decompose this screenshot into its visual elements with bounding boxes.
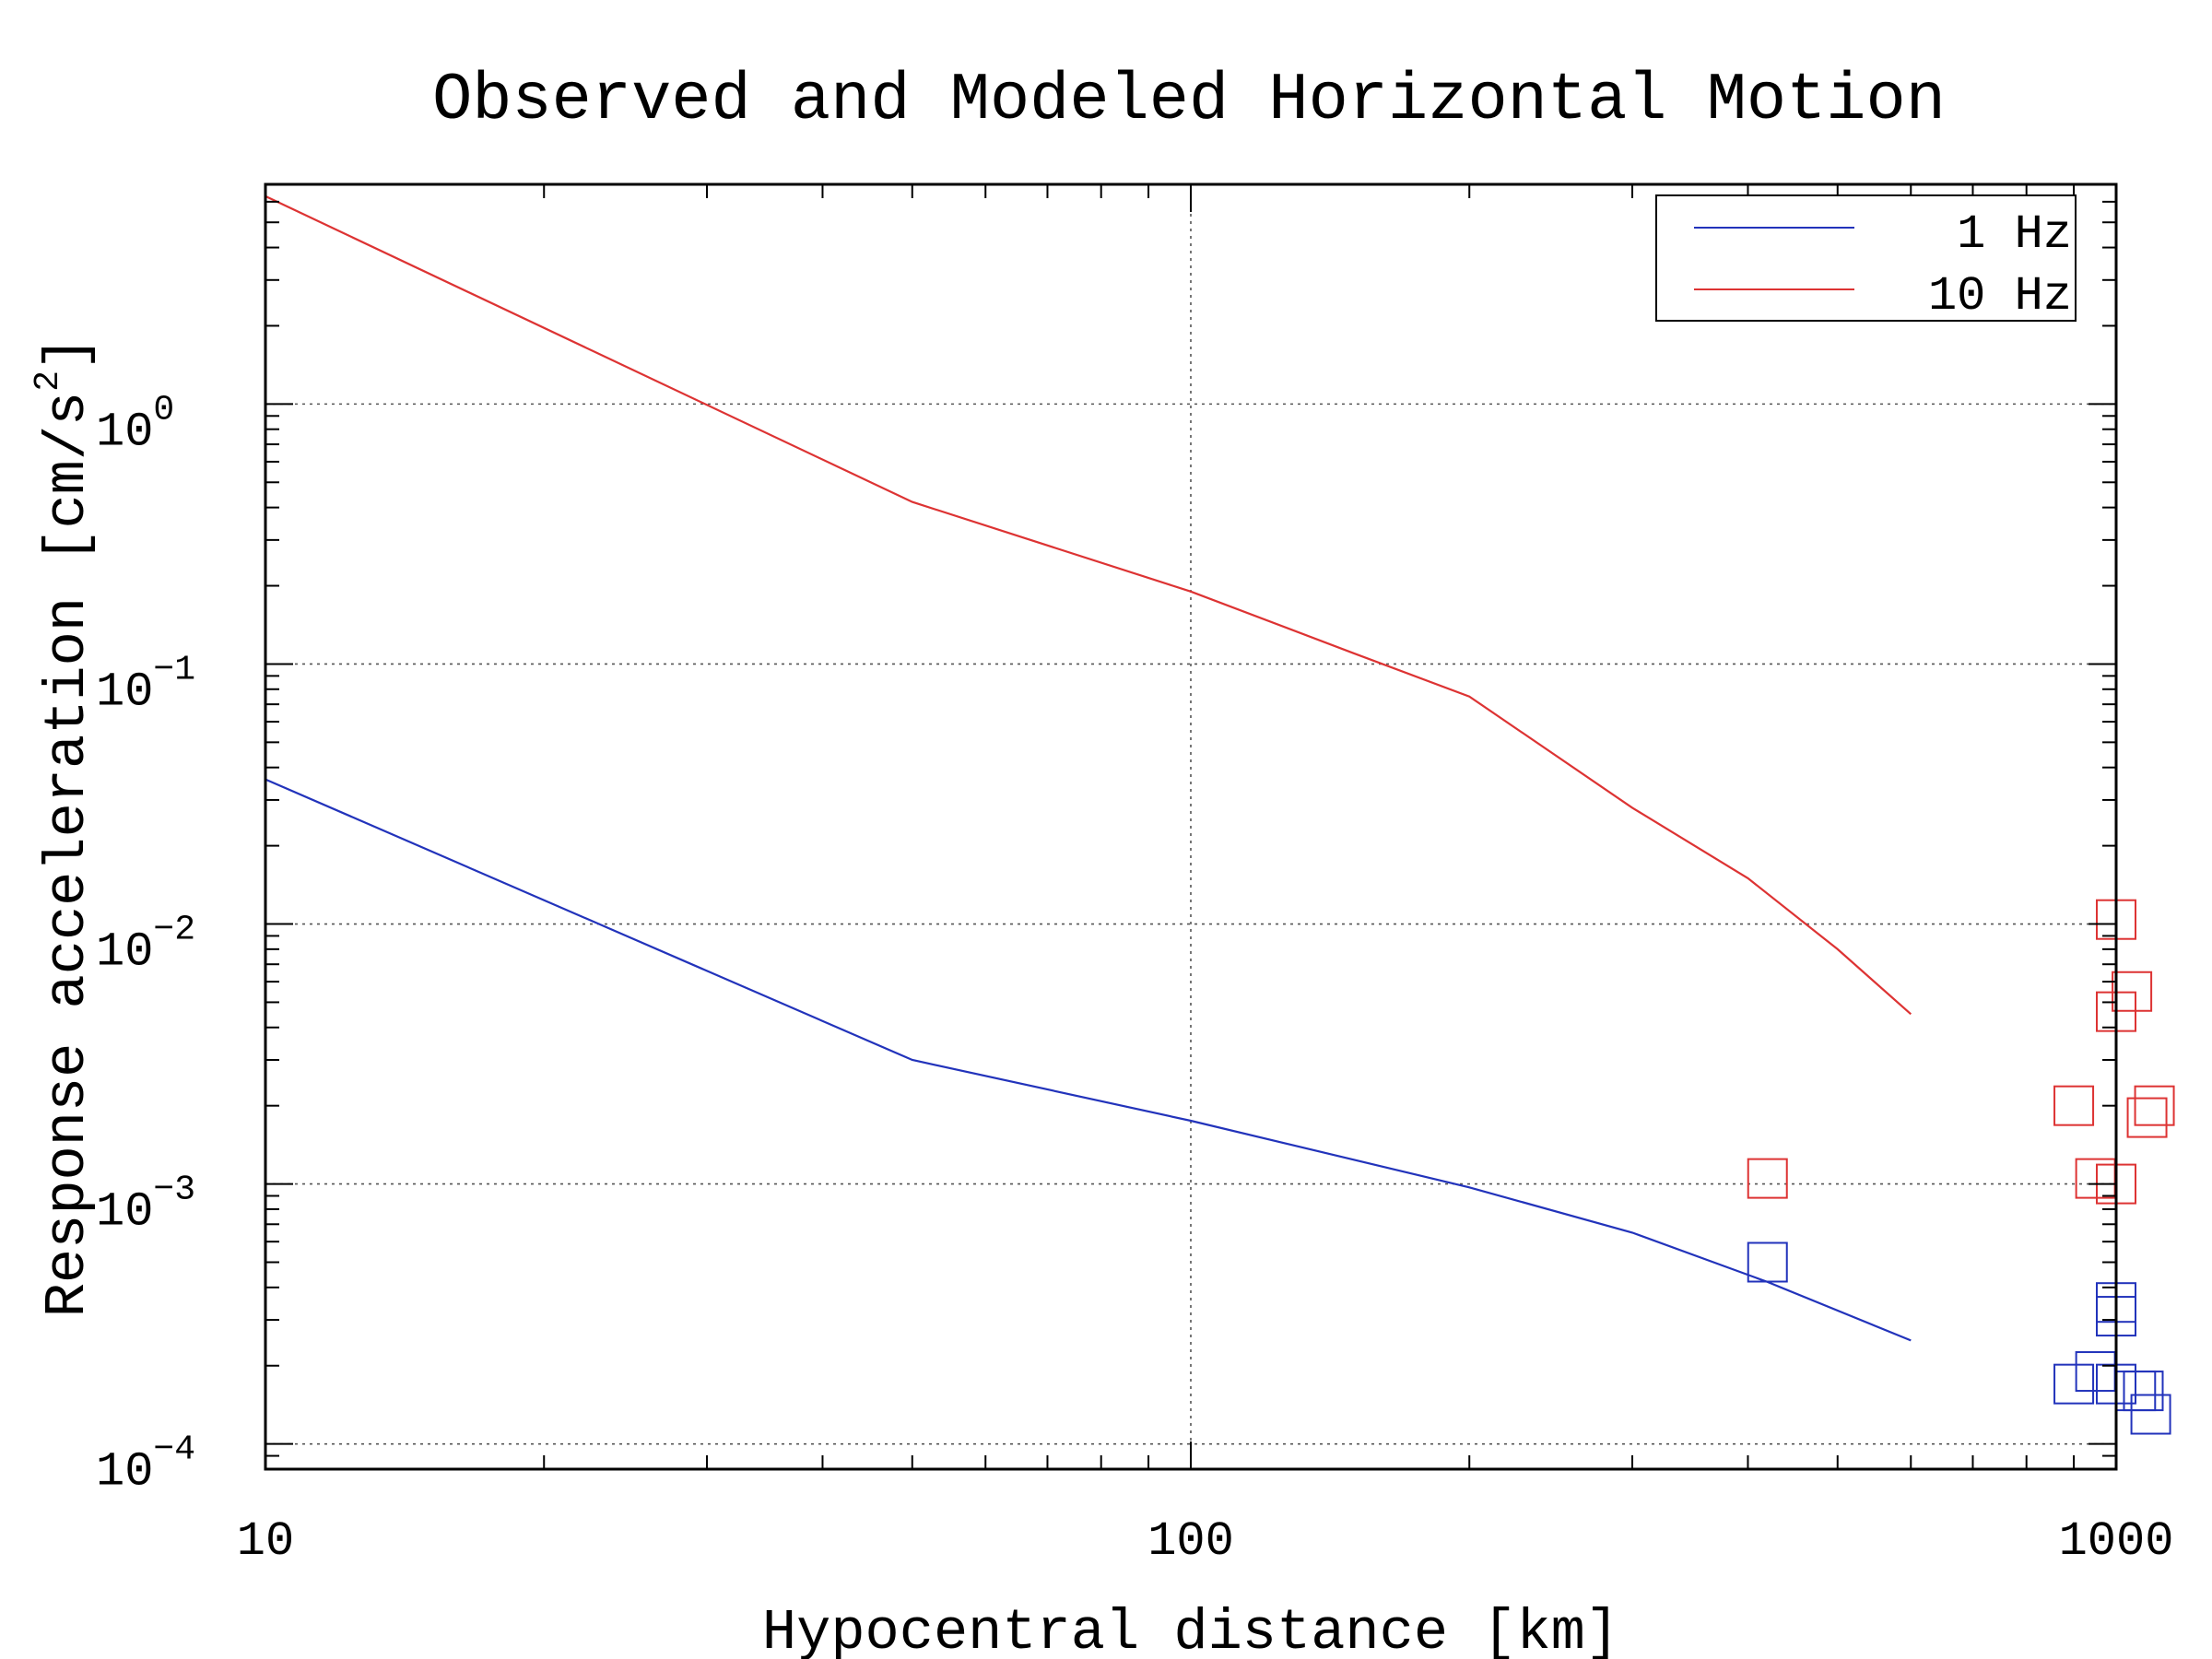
y-axis-label-close: ] (35, 336, 100, 371)
y-tick-label: 10−4 (96, 1430, 195, 1500)
plot-frame (264, 182, 2118, 1471)
legend-box (1655, 194, 2077, 322)
model-line-1hz (265, 778, 1912, 1342)
y-tick-label-exponent: −1 (153, 650, 195, 689)
y-tick-label-exponent: −3 (153, 1171, 195, 1210)
y-tick-label-base: 10 (96, 1445, 153, 1500)
y-tick-label: 10−1 (96, 650, 195, 719)
series-layer (265, 194, 2175, 1435)
y-tick-label: 10−3 (96, 1171, 195, 1240)
x-tick-labels: 10 100 1000 (237, 1514, 2174, 1569)
chart-title: Observed and Modeled Horizontal Motion (432, 63, 1946, 138)
observed-marker-1hz (2123, 1371, 2164, 1412)
x-tick-label: 1000 (2059, 1514, 2174, 1569)
x-axis-label: Hypocentral distance [km] (762, 1600, 1619, 1659)
ticks-layer (265, 183, 2117, 1470)
legend-label-1hz: 1 Hz (1957, 207, 2072, 262)
observed-marker-10hz (2053, 1085, 2095, 1126)
y-tick-label-exponent: 0 (153, 390, 174, 429)
y-tick-label: 100 (96, 390, 174, 459)
observed-marker-10hz (2112, 971, 2153, 1012)
observed-marker-1hz (2053, 1363, 2095, 1405)
y-tick-label: 10−2 (96, 911, 195, 980)
observed-marker-10hz (1747, 1158, 1788, 1199)
y-tick-label-exponent: −4 (153, 1430, 195, 1470)
grid-layer (265, 184, 2116, 1469)
observed-marker-1hz (2130, 1394, 2171, 1435)
y-axis-label-base: Response acceleration [cm/s (35, 392, 100, 1318)
y-tick-label-base: 10 (96, 665, 153, 719)
observed-marker-1hz (1747, 1241, 1788, 1283)
observed-marker-10hz (2126, 1097, 2168, 1138)
y-tick-label-exponent: −2 (153, 911, 195, 950)
y-tick-label-base: 10 (96, 925, 153, 980)
y-axis-label-superscript: 2 (29, 371, 68, 392)
x-tick-label: 100 (1147, 1514, 1234, 1569)
y-tick-label-base: 10 (96, 1185, 153, 1240)
observed-marker-1hz (2075, 1351, 2116, 1393)
x-tick-label: 10 (237, 1514, 294, 1569)
legend: 1 Hz 10 Hz (1655, 194, 2077, 324)
legend-label-10hz: 10 Hz (1928, 269, 2072, 324)
model-line-10hz (265, 194, 1912, 1016)
y-axis-label: Response acceleration [cm/s2] (29, 336, 100, 1318)
y-tick-label-base: 10 (96, 405, 153, 459)
observed-marker-10hz (2134, 1085, 2175, 1126)
